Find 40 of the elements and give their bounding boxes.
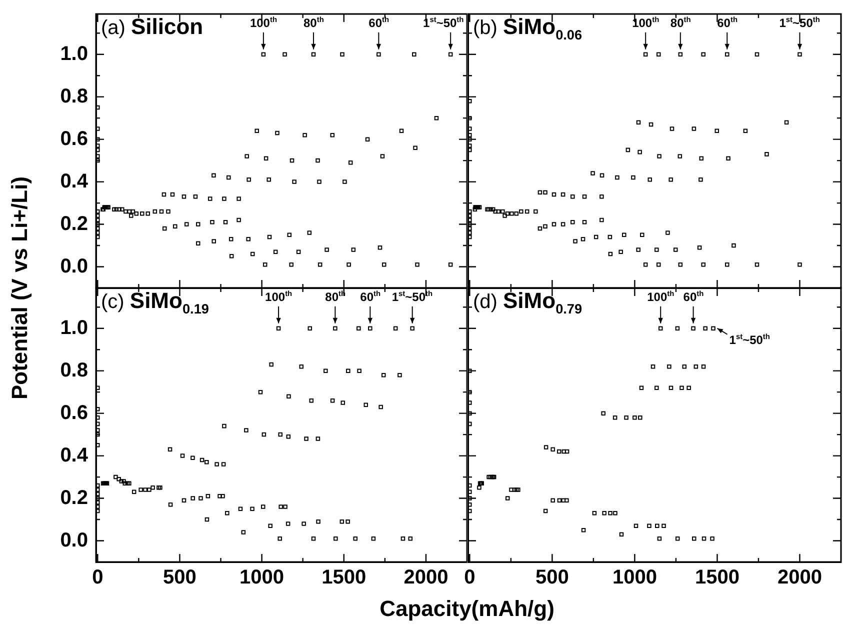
- annotation: 100$^{th}$: [265, 288, 292, 304]
- annotation: 1$^{st}$~50$^{th}$: [779, 14, 820, 30]
- annotation: 60$^{th}$: [368, 14, 390, 30]
- y-tick-label: 0.2: [60, 486, 88, 509]
- x-tick-label: 500: [535, 566, 569, 589]
- annotation: 60$^{th}$: [717, 14, 738, 30]
- x-tick-label: 500: [163, 566, 196, 589]
- x-tick-label: 2000: [404, 566, 448, 589]
- x-tick-label: 1500: [322, 566, 366, 589]
- x-tick-label: 0: [464, 566, 476, 589]
- y-tick-label: 1.0: [60, 42, 88, 65]
- x-tick-label: 1000: [240, 566, 284, 589]
- annotation: 100$^{th}$: [647, 288, 674, 304]
- annotation: 1$^{st}$~50$^{th}$: [729, 331, 770, 348]
- y-axis-title: Potential (V vs Li+/Li): [7, 176, 33, 400]
- x-tick-label: 1500: [694, 566, 740, 589]
- chart-title: (c) SiMo$_{0.19}$: [101, 288, 209, 318]
- chart-title: (b) SiMo$_{0.06}$: [473, 14, 582, 44]
- x-tick-label: 2000: [777, 566, 822, 589]
- y-tick-label: 0.4: [60, 444, 89, 466]
- annotation: 100$^{th}$: [250, 14, 277, 30]
- y-tick-label: 0.8: [60, 85, 88, 108]
- y-tick-label: 0.6: [60, 128, 88, 150]
- chart-title: (a) Silicon: [101, 14, 204, 40]
- y-tick-label: 0.0: [60, 529, 88, 552]
- y-tick-label: 0.8: [60, 359, 88, 382]
- annotation: 80$^{th}$: [670, 14, 691, 30]
- y-tick-label: 0.0: [60, 255, 88, 278]
- x-tick-label: 0: [92, 566, 104, 589]
- y-tick-label: 0.2: [60, 212, 88, 235]
- x-axis-title: Capacity(mAh/g): [380, 596, 554, 622]
- x-tick-label: 1000: [612, 566, 657, 589]
- y-tick-label: 0.4: [60, 170, 89, 192]
- chart-title: (d) SiMo$_{0.79}$: [473, 288, 582, 318]
- annotation: 80$^{th}$: [304, 14, 324, 30]
- y-tick-label: 0.6: [60, 402, 88, 424]
- annotation: 100$^{th}$: [632, 14, 660, 30]
- y-tick-label: 1.0: [60, 316, 88, 339]
- annotation: 60$^{th}$: [683, 288, 704, 304]
- annotation: 60$^{th}$: [360, 288, 381, 304]
